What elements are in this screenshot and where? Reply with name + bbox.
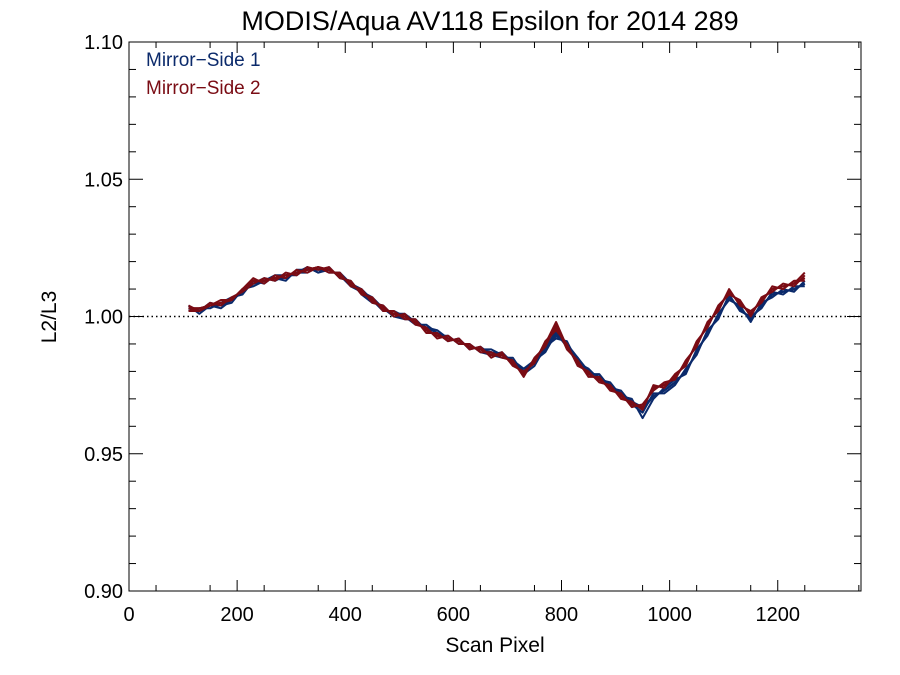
chart-title: MODIS/Aqua AV118 Epsilon for 2014 289 [241,6,738,36]
y-tick-label: 1.10 [84,32,123,54]
series-1-line-5 [188,266,806,411]
series-1 [187,266,806,420]
series-2-line-5 [188,266,806,409]
x-tick-label: 800 [545,604,578,626]
series-1-line-2 [188,266,805,414]
series-1-line-1 [188,268,806,411]
series-2-line-3 [188,266,805,409]
series-2-line-2 [188,266,806,411]
x-tick-label: 1000 [647,604,692,626]
series-1-line-3 [187,266,806,420]
series-2-line-4 [188,266,806,409]
x-tick-label: 0 [123,604,134,626]
legend-entry-mirror-side-2: Mirror−Side 2 [146,78,261,99]
series-2-line-1 [188,266,806,409]
series-layer [187,266,806,420]
x-tick-label: 600 [437,604,470,626]
plot-frame [128,41,862,592]
axes: 0 200 400 600 800 1000 1200 0.90 0.95 1.00 1.05 1.1… [84,32,861,626]
y-tick-label: 1.00 [84,307,123,329]
y-axis-label: L2/L3 [38,291,61,344]
x-tick-label: 200 [220,604,253,626]
x-axis-label: Scan Pixel [445,634,544,657]
series-1-line-4 [188,268,806,409]
y-tick-label: 1.05 [84,169,123,191]
y-tick-label: 0.95 [84,444,123,466]
legend-entry-mirror-side-1: Mirror−Side 1 [146,50,261,71]
series-2 [188,266,806,411]
x-tick-label: 400 [329,604,362,626]
x-tick-label: 1200 [755,604,800,626]
y-tick-label: 0.90 [84,581,123,603]
